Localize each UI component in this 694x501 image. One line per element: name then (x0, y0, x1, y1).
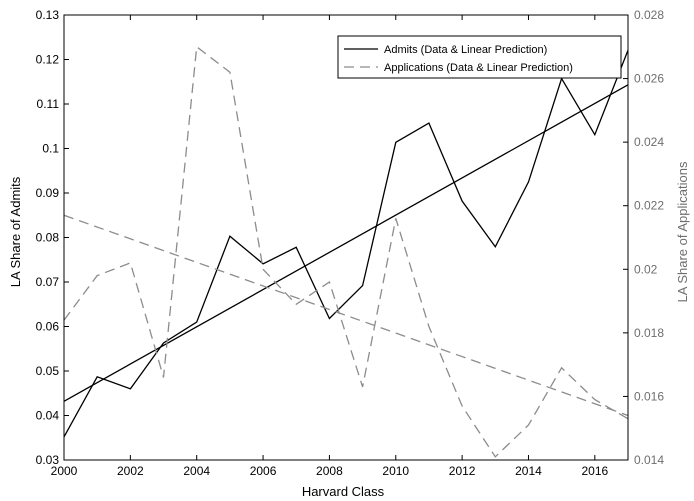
admits-data-line (63, 49, 629, 438)
x-tick-label: 2016 (581, 464, 608, 478)
y-left-tick-label: 0.05 (36, 364, 60, 378)
applications-linear-prediction-line (63, 214, 629, 417)
applications-data-line (63, 45, 629, 458)
y-axis-right-label: LA Share of Applications (675, 161, 690, 302)
y-left-tick-label: 0.06 (36, 320, 60, 334)
y-left-tick-label: 0.08 (36, 231, 60, 245)
legend-applications-label: Applications (Data & Linear Prediction) (384, 62, 573, 74)
y-left-tick-label: 0.1 (42, 142, 59, 156)
x-tick-label: 2006 (250, 464, 277, 478)
y-right-tick-label: 0.022 (634, 199, 664, 213)
y-left-tick-label: 0.07 (36, 275, 60, 289)
y-right-tick-label: 0.028 (634, 8, 664, 22)
y-right-tick-label: 0.016 (634, 389, 664, 403)
x-tick-label: 2000 (51, 464, 78, 478)
y-right-tick-label: 0.024 (634, 135, 664, 149)
x-tick-label: 2014 (515, 464, 542, 478)
y-axis-left-label: LA Share of Admits (8, 176, 23, 287)
legend-box (337, 35, 622, 79)
series-layer (63, 45, 629, 458)
x-tick-label: 2008 (316, 464, 343, 478)
x-tick-label: 2010 (382, 464, 409, 478)
y-left-tick-label: 0.12 (36, 53, 60, 67)
legend-admits-label: Admits (Data & Linear Prediction) (384, 44, 547, 56)
x-tick-label: 2004 (183, 464, 210, 478)
axis-ticks (63, 14, 628, 461)
y-right-tick-label: 0.018 (634, 326, 664, 340)
x-tick-label: 2002 (117, 464, 144, 478)
y-right-tick-label: 0.026 (634, 72, 664, 86)
legend: Admits (Data & Linear Prediction) Applic… (337, 35, 622, 79)
plot-frame (63, 14, 629, 461)
y-right-tick-label: 0.02 (634, 262, 658, 276)
admits-linear-prediction-line (63, 84, 629, 402)
y-right-tick-label: 0.014 (634, 453, 664, 467)
x-tick-label: 2012 (449, 464, 476, 478)
y-left-tick-label: 0.03 (36, 453, 60, 467)
x-axis-label: Harvard Class (302, 484, 385, 499)
y-left-tick-label: 0.13 (36, 8, 60, 22)
tick-labels: 2000 2002 2004 2006 2008 2010 2012 2014 2016 0.03… (36, 8, 665, 478)
y-left-tick-label: 0.11 (37, 97, 60, 111)
y-left-tick-label: 0.04 (36, 409, 60, 423)
y-left-tick-label: 0.09 (36, 186, 60, 200)
